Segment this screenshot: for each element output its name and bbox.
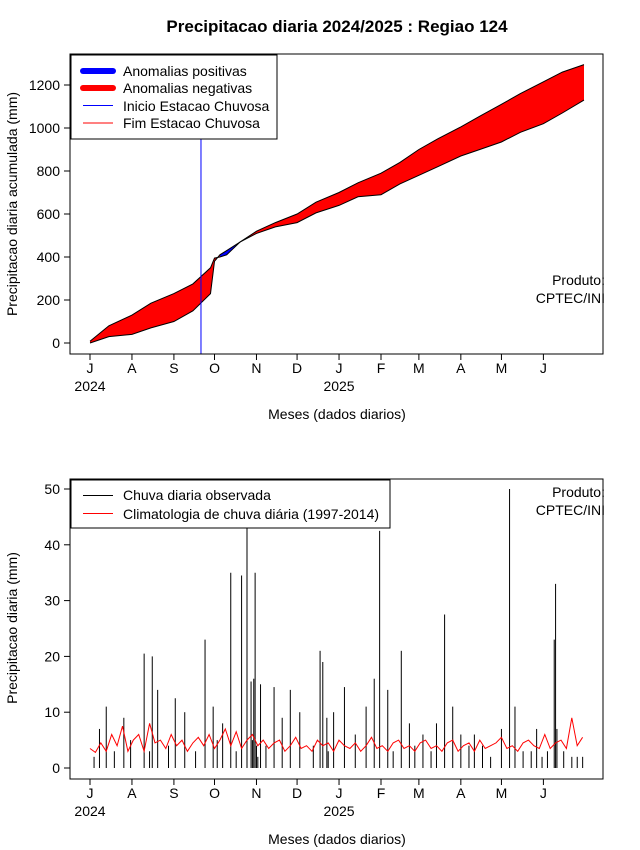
x-tick-label: O [209, 785, 220, 801]
legend-label-observed: Chuva diaria observada [123, 487, 271, 503]
x-tick-label: F [377, 785, 386, 801]
y-tick-label: 10 [44, 704, 60, 720]
y-axis-label: Precipitacao diaria (mm) [4, 552, 20, 704]
x-tick-label: N [251, 785, 261, 801]
legend-label-negative: Anomalias negativas [123, 80, 252, 96]
legend-label-climatology: Climatologia de chuva diária (1997-2014) [123, 506, 379, 522]
x-axis-label: Meses (dados diarios) [268, 406, 406, 422]
year-label: 2024 [74, 803, 105, 819]
x-tick-label: M [496, 785, 508, 801]
legend-label-end: Fim Estacao Chuvosa [123, 115, 260, 131]
x-tick-label: A [127, 785, 137, 801]
credit-line1: Produto: [552, 484, 605, 500]
legend: Anomalias positivas Anomalias negativas … [70, 54, 278, 140]
x-tick-label: S [169, 360, 178, 376]
y-tick-label: 0 [52, 335, 60, 351]
y-tick-label: 20 [44, 648, 60, 664]
legend-box [70, 479, 391, 529]
x-tick-label: F [377, 360, 386, 376]
x-tick-label: S [169, 785, 178, 801]
y-tick-label: 1000 [29, 120, 60, 136]
daily-panel: 0 10 20 30 40 50 J A S O N D J F M A M J 2024 2025 Precipi… [4, 478, 605, 847]
daily-bars [93, 489, 584, 768]
x-tick-label: D [292, 785, 302, 801]
y-axis: 0 10 20 30 40 50 [44, 481, 71, 776]
credit-line2: CPTEC/INI [536, 290, 605, 306]
x-tick-label: M [496, 360, 508, 376]
x-tick-label: A [127, 360, 137, 376]
y-tick-label: 400 [37, 249, 61, 265]
chart-title: Precipitacao diaria 2024/2025 : Regiao 1… [166, 17, 508, 36]
x-tick-label: M [413, 360, 425, 376]
x-tick-label: N [251, 360, 261, 376]
y-tick-label: 30 [44, 593, 60, 609]
x-axis-label: Meses (dados diarios) [268, 831, 406, 847]
year-label: 2025 [323, 803, 354, 819]
x-tick-label: A [456, 360, 466, 376]
y-axis-label: Precipitacao diaria acumulada (mm) [4, 92, 20, 316]
x-tick-label: O [209, 360, 220, 376]
y-tick-label: 0 [52, 760, 60, 776]
legend: Chuva diaria observada Climatologia de c… [70, 479, 391, 529]
x-tick-label: J [540, 785, 547, 801]
year-label: 2024 [74, 378, 105, 394]
y-tick-label: 200 [37, 292, 61, 308]
x-tick-label: J [540, 360, 547, 376]
negative-anomaly-area [240, 64, 584, 242]
x-tick-label: M [413, 785, 425, 801]
climatology-cumulative-line [89, 64, 585, 342]
x-tick-label: J [87, 785, 94, 801]
x-tick-label: D [292, 360, 302, 376]
cumulative-panel: 0 200 400 600 800 1000 1200 J A S O N D J F M A M J 2024 20… [4, 53, 605, 422]
legend-label-onset: Inicio Estacao Chuvosa [123, 98, 270, 114]
x-tick-label: J [87, 360, 94, 376]
credit-line2: CPTEC/INI [536, 502, 605, 518]
y-tick-label: 50 [44, 481, 60, 497]
climatology-line [89, 717, 584, 754]
y-tick-label: 1200 [29, 77, 60, 93]
x-tick-label: J [336, 785, 343, 801]
x-tick-label: A [456, 785, 466, 801]
y-tick-label: 800 [37, 163, 61, 179]
y-tick-label: 40 [44, 537, 60, 553]
x-axis: J A S O N D J F M A M J 2024 2025 [74, 778, 547, 819]
x-tick-label: J [336, 360, 343, 376]
x-axis: J A S O N D J F M A M J 2024 2025 [74, 353, 547, 394]
negative-anomaly-area [90, 254, 220, 343]
legend-label-positive: Anomalias positivas [123, 63, 247, 79]
credit-line1: Produto: [552, 272, 605, 288]
y-axis: 0 200 400 600 800 1000 1200 [29, 77, 71, 351]
y-tick-label: 600 [37, 206, 61, 222]
year-label: 2025 [323, 378, 354, 394]
observed-cumulative-line [89, 99, 585, 344]
